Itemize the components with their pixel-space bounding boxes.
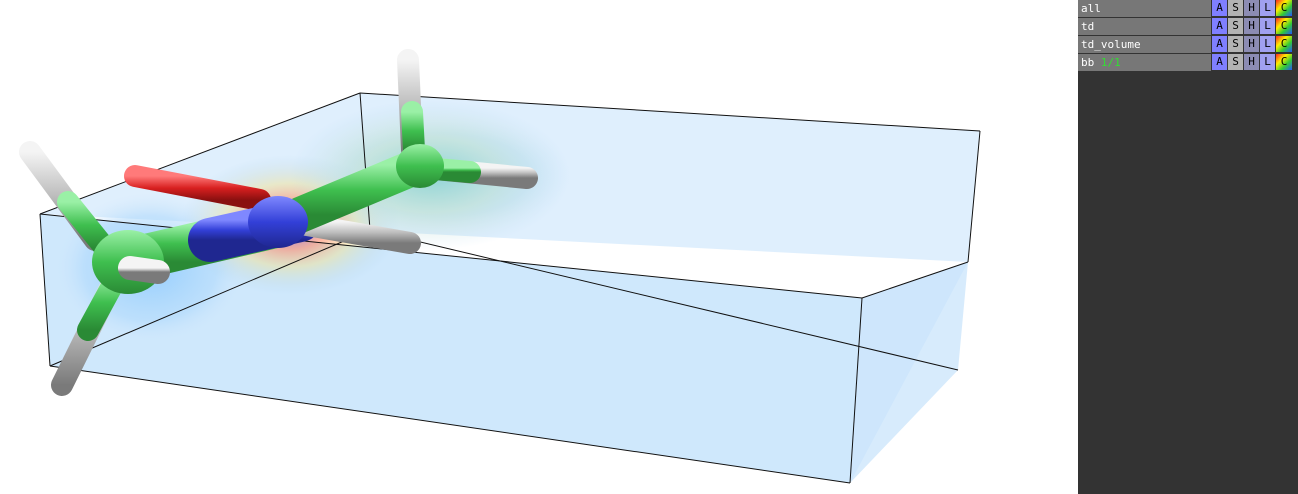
hide-button[interactable]: H	[1244, 18, 1259, 34]
color-button[interactable]: C	[1276, 0, 1292, 16]
carbon-atom	[396, 144, 444, 188]
object-name[interactable]: td_volume	[1078, 36, 1211, 53]
show-button[interactable]: S	[1228, 54, 1243, 70]
label-button[interactable]: L	[1260, 18, 1275, 34]
color-button[interactable]: C	[1276, 36, 1292, 52]
show-button[interactable]: S	[1228, 0, 1243, 16]
object-state: 1/1	[1100, 56, 1121, 69]
action-button[interactable]: A	[1212, 18, 1227, 34]
color-button[interactable]: C	[1276, 18, 1292, 34]
action-button[interactable]: A	[1212, 36, 1227, 52]
object-row-bb[interactable]: bb 1/1 A S H L C	[1078, 54, 1298, 71]
object-label: td	[1081, 20, 1095, 33]
action-button[interactable]: A	[1212, 54, 1227, 70]
object-label: all	[1081, 2, 1101, 15]
molecule	[19, 49, 538, 396]
color-button[interactable]: C	[1276, 54, 1292, 70]
object-row-all[interactable]: all A S H L C	[1078, 0, 1298, 17]
show-button[interactable]: S	[1228, 18, 1243, 34]
label-button[interactable]: L	[1260, 54, 1275, 70]
nitrogen-atom	[248, 196, 308, 248]
show-button[interactable]: S	[1228, 36, 1243, 52]
object-row-td[interactable]: td A S H L C	[1078, 18, 1298, 35]
hide-button[interactable]: H	[1244, 0, 1259, 16]
object-name[interactable]: bb 1/1	[1078, 54, 1211, 71]
scene	[19, 49, 981, 484]
hide-button[interactable]: H	[1244, 54, 1259, 70]
object-panel: all A S H L C td A S H L C td_volume A S…	[1078, 0, 1298, 494]
label-button[interactable]: L	[1260, 36, 1275, 52]
object-label: td_volume	[1081, 38, 1141, 51]
action-button[interactable]: A	[1212, 0, 1227, 16]
hide-button[interactable]: H	[1244, 36, 1259, 52]
object-name[interactable]: all	[1078, 0, 1211, 17]
3d-viewport[interactable]	[0, 0, 1078, 494]
object-name[interactable]: td	[1078, 18, 1211, 35]
object-row-td-volume[interactable]: td_volume A S H L C	[1078, 36, 1298, 53]
label-button[interactable]: L	[1260, 0, 1275, 16]
object-label: bb	[1081, 56, 1095, 69]
